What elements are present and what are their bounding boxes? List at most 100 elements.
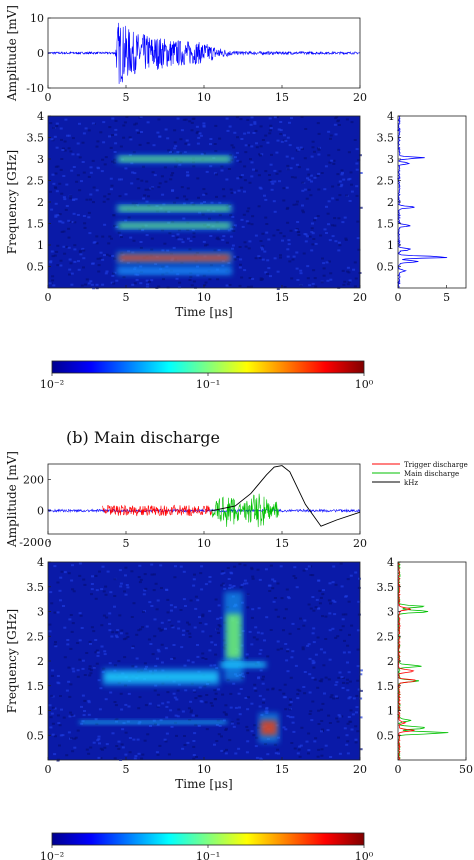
noise-cell [296,279,300,281]
noise-cell [337,217,341,220]
noise-cell [126,586,130,589]
heatmap-band-core [104,672,218,682]
noise-cell [166,611,170,614]
noise-cell [63,571,67,574]
noise-cell [274,752,278,755]
noise-cell [60,138,63,141]
noise-cell [178,281,182,284]
noise-cell [312,269,316,272]
noise-cell [357,688,361,691]
noise-cell [333,217,337,220]
noise-cell [71,622,75,625]
noise-cell [209,664,213,667]
noise-cell [230,586,234,589]
noise-cell [188,632,192,635]
noise-cell [176,689,180,692]
noise-cell [254,169,258,172]
noise-cell [289,701,293,703]
noise-cell [183,195,186,198]
noise-cell [112,282,116,285]
noise-cell [115,745,119,747]
noise-cell [232,226,236,229]
noise-cell [306,177,309,180]
noise-cell [350,190,354,193]
noise-cell [301,181,305,184]
noise-cell [143,589,147,592]
noise-cell [276,615,280,618]
noise-cell [321,593,325,596]
noise-cell [90,283,94,286]
noise-cell [200,565,204,568]
noise-cell [105,270,109,273]
noise-cell [287,597,291,600]
x-tick-label: 0 [395,291,402,304]
noise-cell [250,568,254,571]
noise-cell [302,624,306,627]
noise-cell [192,754,196,756]
noise-cell [265,231,269,234]
noise-cell [328,582,332,585]
noise-cell [324,676,328,679]
noise-cell [67,227,71,230]
noise-cell [282,692,286,695]
noise-cell [163,738,167,741]
noise-cell [227,229,231,232]
noise-cell [329,278,333,281]
noise-cell [194,607,198,610]
noise-cell [301,204,304,207]
noise-cell [273,169,277,172]
noise-cell [327,200,331,203]
noise-cell [60,230,64,233]
noise-cell [347,716,351,718]
noise-cell [80,180,83,183]
noise-cell [89,669,93,672]
noise-cell [139,578,143,581]
noise-cell [109,591,113,594]
noise-cell [49,716,53,719]
y-tick-label: 1.5 [377,680,395,693]
colorbar-tick-label: 10⁻¹ [196,378,220,391]
noise-cell [340,585,344,588]
noise-cell [230,144,234,147]
noise-cell [311,574,315,577]
noise-cell [246,593,250,596]
noise-cell [235,116,239,119]
noise-cell [82,171,86,174]
noise-cell [52,182,56,185]
noise-cell [73,248,77,251]
noise-cell [279,133,283,135]
noise-cell [245,751,249,754]
noise-cell [71,564,74,567]
noise-cell [111,117,115,120]
noise-cell [150,563,154,566]
noise-cell [307,752,310,755]
noise-cell [172,657,176,660]
noise-cell [172,246,176,249]
noise-cell [68,618,72,621]
noise-cell [271,688,275,691]
noise-cell [66,643,70,646]
noise-cell [163,166,167,169]
noise-cell [150,573,154,576]
noise-cell [243,564,247,567]
noise-cell [309,710,313,713]
noise-cell [283,617,286,620]
noise-cell [150,248,154,251]
noise-cell [221,570,225,573]
plot-background [398,116,466,288]
noise-cell [150,187,154,190]
noise-cell [166,249,170,252]
noise-cell [279,129,283,132]
noise-cell [320,720,324,722]
y-tick-label: 0 [37,505,44,518]
noise-cell [160,643,164,646]
noise-cell [348,633,351,636]
noise-cell [297,234,301,236]
noise-cell [259,154,262,157]
noise-cell [161,193,165,196]
noise-cell [313,219,317,222]
noise-cell [284,643,288,645]
noise-cell [56,611,60,614]
noise-cell [348,279,352,282]
y-tick-label: 1.5 [27,218,45,231]
